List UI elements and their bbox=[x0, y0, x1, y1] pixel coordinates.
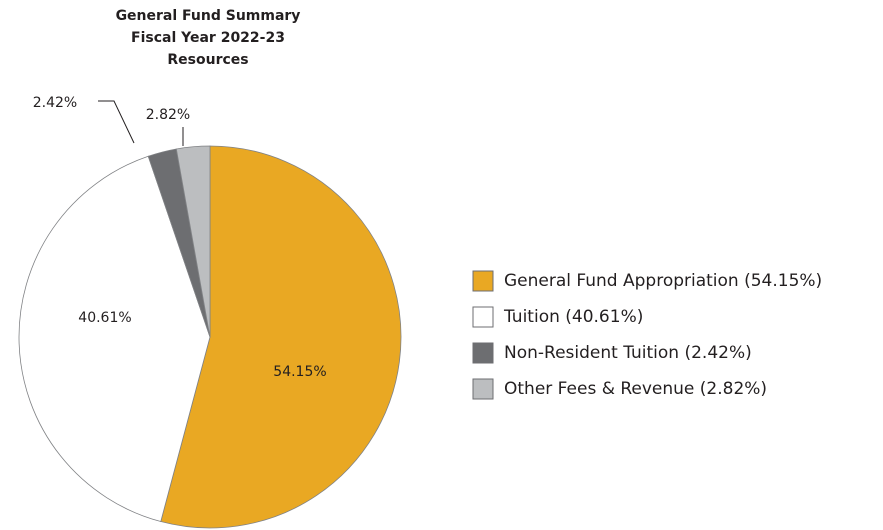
data-label: 2.42% bbox=[33, 95, 77, 111]
chart-title: General Fund Summary bbox=[116, 8, 301, 24]
data-label: 54.15% bbox=[273, 364, 326, 380]
data-label: 2.82% bbox=[146, 107, 190, 123]
pie-slice bbox=[18, 155, 211, 523]
data-label: 40.61% bbox=[78, 310, 131, 326]
legend-label: Non-Resident Tuition (2.42%) bbox=[504, 343, 752, 363]
leader-line bbox=[98, 100, 135, 144]
legend-label: General Fund Appropriation (54.15%) bbox=[504, 271, 822, 291]
legend-swatch bbox=[472, 342, 494, 364]
legend-label: Tuition (40.61%) bbox=[503, 307, 643, 327]
legend-swatch bbox=[472, 378, 494, 400]
chart-title: Fiscal Year 2022-23 bbox=[131, 30, 285, 46]
pie-slice bbox=[160, 145, 402, 529]
legend-label: Other Fees & Revenue (2.82%) bbox=[504, 379, 767, 399]
legend-swatch bbox=[472, 270, 494, 292]
pie-slice bbox=[175, 145, 211, 338]
chart-title: Resources bbox=[167, 52, 248, 68]
legend-swatch bbox=[472, 306, 494, 328]
